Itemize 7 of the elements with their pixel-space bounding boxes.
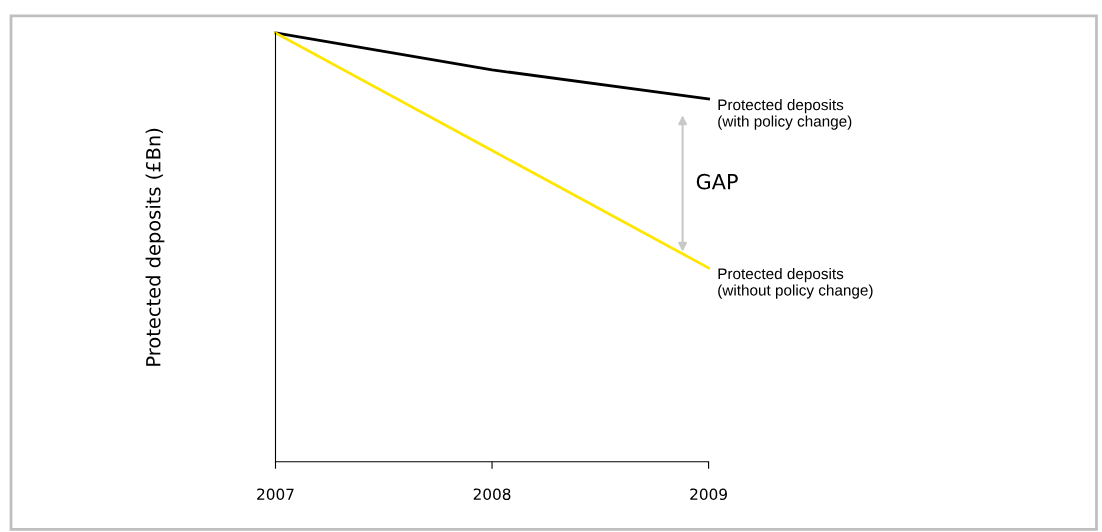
x-tick-label: 2008 <box>473 488 511 500</box>
x-tick-label: 2009 <box>690 488 727 500</box>
series-label: Protected deposits (without policy change) <box>718 267 873 299</box>
y-axis-title: Protected deposits (£Bn) <box>145 128 165 366</box>
series-label: Protected deposits (with policy change) <box>718 99 852 130</box>
annotation: GAP <box>696 173 738 190</box>
x-tick-label: 2007 <box>257 488 294 500</box>
